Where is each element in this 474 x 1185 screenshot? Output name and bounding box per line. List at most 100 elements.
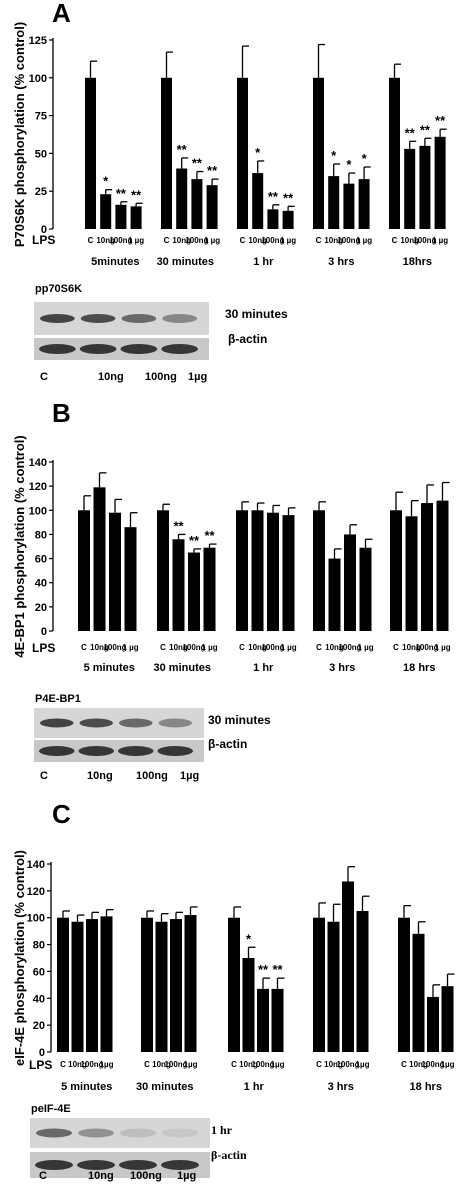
x-tick-label: 10ng bbox=[324, 1060, 343, 1069]
lps-label: LPS bbox=[32, 641, 55, 655]
y-tick-label: 40 bbox=[33, 993, 45, 1005]
bar bbox=[188, 552, 200, 631]
significance-mark: ** bbox=[192, 156, 203, 171]
bar bbox=[157, 510, 169, 631]
x-tick-label: C bbox=[393, 643, 399, 652]
bar bbox=[343, 183, 355, 229]
y-tick-label: 40 bbox=[35, 578, 47, 590]
significance-mark: ** bbox=[268, 189, 279, 204]
bar-group: C * 10ng * 100ng * 1 µg bbox=[313, 43, 372, 245]
x-tick-label: C bbox=[144, 1060, 150, 1069]
x-tick-label: 10ng bbox=[96, 236, 115, 245]
y-tick-label: 20 bbox=[35, 602, 47, 614]
bar bbox=[236, 510, 248, 631]
x-tick-label: 1 µg bbox=[357, 643, 373, 652]
blot-band-actin bbox=[79, 344, 117, 354]
x-tick-label: 100ng bbox=[185, 236, 208, 245]
blot-band bbox=[119, 718, 153, 728]
x-tick-label: 10ng bbox=[248, 643, 267, 652]
blot-band-actin bbox=[118, 746, 154, 756]
y-tick-label: 75 bbox=[35, 111, 47, 123]
bar bbox=[184, 915, 197, 1052]
group-label: 1 hr bbox=[244, 1081, 265, 1093]
bar bbox=[359, 547, 372, 631]
y-tick-label: 100 bbox=[27, 913, 45, 925]
significance-mark: ** bbox=[204, 528, 215, 543]
lps-label: LPS bbox=[29, 1058, 52, 1072]
x-tick-label: 1 µg bbox=[204, 236, 220, 245]
bar bbox=[398, 917, 410, 1052]
bar bbox=[100, 194, 112, 229]
y-tick-label: 0 bbox=[41, 224, 47, 236]
western-blot: P4E-BP1 30 minutes β-actin C 10ng 100ng 1µg bbox=[34, 693, 271, 782]
bar bbox=[85, 77, 96, 229]
x-tick-label: 1 µg bbox=[432, 236, 448, 245]
western-blot: peIF-4E 1 hr β-actin C 10ng 100ng 1µg bbox=[30, 1103, 247, 1182]
group-label: 1 hr bbox=[253, 662, 274, 674]
x-tick-label: 1 µg bbox=[128, 236, 144, 245]
significance-mark: * bbox=[246, 931, 252, 946]
x-tick-label: 10ng bbox=[409, 1060, 428, 1069]
x-tick-label: 10ng bbox=[172, 236, 191, 245]
bar bbox=[404, 148, 416, 229]
x-tick-label: C bbox=[60, 1060, 66, 1069]
bar bbox=[405, 516, 418, 631]
bar bbox=[358, 179, 370, 229]
significance-mark: * bbox=[103, 174, 109, 189]
bar bbox=[390, 510, 402, 631]
blot-band-label: 30 minutes bbox=[208, 713, 271, 727]
bar bbox=[313, 917, 325, 1052]
bar bbox=[170, 919, 182, 1052]
group-label: 5minutes bbox=[91, 256, 139, 268]
y-axis-label: eIF-4E phosphorylation (% control) bbox=[12, 850, 27, 1066]
y-tick-label: 0 bbox=[39, 1047, 45, 1059]
bar bbox=[130, 206, 142, 229]
bar bbox=[441, 986, 454, 1052]
bar bbox=[257, 988, 269, 1052]
x-tick-label: C bbox=[81, 643, 87, 652]
group-label: 3 hrs bbox=[328, 256, 354, 268]
panel-letter: B bbox=[52, 398, 71, 428]
blot-band-actin bbox=[39, 344, 76, 354]
bar bbox=[356, 911, 369, 1052]
y-tick-label: 60 bbox=[33, 966, 45, 978]
x-tick-label: 100ng bbox=[336, 1060, 359, 1069]
bar bbox=[176, 168, 188, 229]
x-tick-label: C bbox=[239, 643, 245, 652]
blot-lane-label: C bbox=[39, 1170, 47, 1182]
y-tick-label: 140 bbox=[27, 859, 45, 871]
bar bbox=[141, 917, 153, 1052]
significance-mark: ** bbox=[405, 125, 416, 140]
blot-lane-label: C bbox=[40, 371, 48, 383]
group-label: 18hrs bbox=[403, 256, 432, 268]
x-tick-label: 100ng bbox=[109, 236, 132, 245]
significance-mark: ** bbox=[207, 163, 218, 178]
blot-title: pp70S6K bbox=[35, 283, 82, 295]
blot-band-actin bbox=[35, 1160, 73, 1170]
bar bbox=[328, 176, 340, 229]
x-tick-label: 10ng bbox=[402, 643, 421, 652]
bar bbox=[436, 500, 449, 631]
y-tick-label: 120 bbox=[27, 886, 45, 898]
bar-group: C * 10ng ** 100ng ** 1 µg bbox=[237, 45, 296, 245]
x-tick-label: C bbox=[316, 643, 322, 652]
bar bbox=[313, 510, 325, 631]
y-axis-label: 4E-BP1 phosphorylation (% control) bbox=[12, 435, 27, 657]
significance-mark: ** bbox=[173, 518, 184, 533]
bar-group: C * 10ng ** 100ng ** 1µg bbox=[228, 906, 285, 1069]
x-tick-label: 100ng bbox=[164, 1060, 187, 1069]
bar bbox=[93, 487, 106, 631]
x-tick-label: C bbox=[160, 643, 166, 652]
blot-lane-label: 100ng bbox=[136, 770, 168, 782]
x-tick-label: 10ng bbox=[324, 236, 343, 245]
x-tick-label: 10ng bbox=[248, 236, 267, 245]
blot-lane-label: 1µg bbox=[180, 770, 199, 782]
bar bbox=[419, 145, 431, 229]
blot-band bbox=[162, 314, 197, 323]
blot-title: peIF-4E bbox=[31, 1103, 71, 1115]
y-tick-label: 100 bbox=[29, 73, 47, 85]
